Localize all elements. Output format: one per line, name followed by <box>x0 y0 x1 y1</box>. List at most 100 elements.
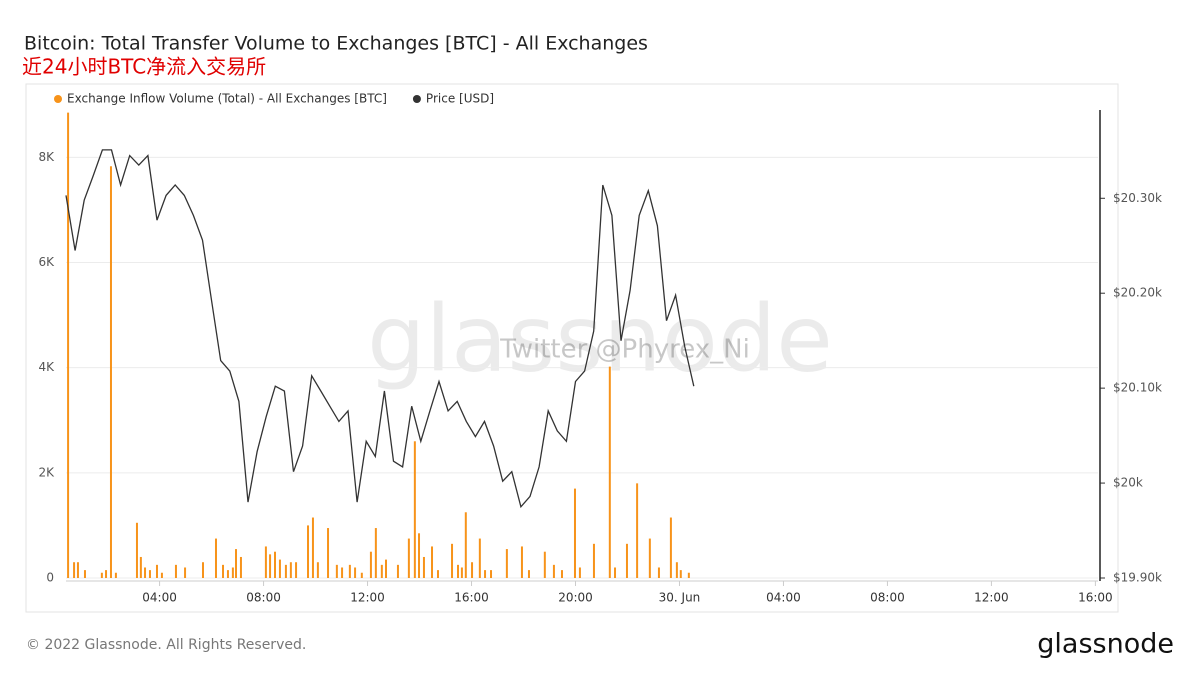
bar <box>269 554 272 578</box>
chart-title: Bitcoin: Total Transfer Volume to Exchan… <box>24 33 648 55</box>
x-tick-label: 04:00 <box>142 591 177 605</box>
y2-tick-label: $19.90k <box>1113 571 1162 585</box>
bar <box>413 441 416 578</box>
bar <box>527 570 530 578</box>
bar <box>520 546 523 578</box>
plot-area: 0 2K 4K 6K 8K $19.90k $20k $20.10k $20.20k $20.30… <box>38 92 1162 605</box>
x-tick-label: 12:00 <box>350 591 385 605</box>
bar <box>231 567 234 578</box>
bar <box>451 543 454 578</box>
bar <box>396 564 399 578</box>
y2-tick-label: $20k <box>1113 476 1143 490</box>
bar <box>83 570 86 578</box>
bar <box>316 562 319 578</box>
y2-tick-label: $20.20k <box>1113 286 1162 300</box>
bar <box>460 567 463 578</box>
bar <box>478 538 481 578</box>
bar <box>369 551 372 578</box>
bar <box>155 564 158 578</box>
bar <box>457 564 460 578</box>
y2-tick-label: $20.10k <box>1113 381 1162 395</box>
x-tick-label: 16:00 <box>1078 591 1113 605</box>
bar <box>625 543 628 578</box>
bar <box>174 564 177 578</box>
bar <box>214 538 217 578</box>
bar <box>67 112 70 578</box>
bar <box>560 570 563 578</box>
bar <box>675 562 678 578</box>
bar <box>657 567 660 578</box>
x-tick-label: 12:00 <box>974 591 1009 605</box>
bar <box>543 551 546 578</box>
bar <box>105 570 108 578</box>
bar <box>148 570 151 578</box>
bar <box>608 366 611 578</box>
bar <box>335 564 338 578</box>
legend-label: Price [USD] <box>426 92 494 106</box>
bar <box>235 549 238 578</box>
bar <box>578 567 581 578</box>
bar <box>552 564 555 578</box>
bar <box>490 570 493 578</box>
bar <box>327 528 330 578</box>
bar <box>687 572 690 578</box>
legend-marker <box>412 95 421 103</box>
x-tick-label: 16:00 <box>454 591 489 605</box>
bar <box>222 564 225 578</box>
bar <box>464 512 467 578</box>
chart-frame <box>25 83 1119 613</box>
bar <box>341 567 344 578</box>
y-tick-label: 8K <box>38 150 55 164</box>
bar <box>289 562 292 578</box>
bar <box>669 517 672 578</box>
footer: © 2022 Glassnode. All Rights Reserved. <box>26 637 306 653</box>
x-tick-label: 08:00 <box>870 591 905 605</box>
bar <box>73 562 76 578</box>
y-tick-label: 4K <box>38 360 55 374</box>
bar <box>311 517 314 578</box>
bar <box>418 533 421 578</box>
x-tick-label: 30. Jun <box>659 591 701 605</box>
bar <box>76 562 79 578</box>
y-tick-label: 6K <box>38 255 55 269</box>
bar <box>471 562 474 578</box>
bar <box>384 559 387 578</box>
bar <box>239 556 242 578</box>
bar <box>144 567 147 578</box>
bar <box>614 567 617 578</box>
bar <box>648 538 651 578</box>
bar <box>573 488 576 578</box>
bar <box>422 556 425 578</box>
bar <box>636 483 639 578</box>
bar <box>226 570 229 578</box>
watermark: glassnode <box>367 285 833 392</box>
bar <box>679 570 682 578</box>
bar <box>431 546 434 578</box>
chart-subtitle: 近24小时BTC净流入交易所 <box>22 55 266 79</box>
y-tick-label: 2K <box>38 465 55 479</box>
bar <box>278 559 281 578</box>
bar <box>273 551 276 578</box>
bar <box>135 522 138 578</box>
bar <box>348 564 351 578</box>
bar <box>380 564 383 578</box>
bar <box>407 538 410 578</box>
bar <box>284 564 287 578</box>
y-tick-label: 0 <box>46 571 54 585</box>
bar <box>184 567 187 578</box>
bar <box>592 543 595 578</box>
bar <box>160 572 163 578</box>
bar <box>360 572 363 578</box>
y2-tick-label: $20.30k <box>1113 191 1162 205</box>
bar <box>109 166 112 578</box>
x-tick-label: 08:00 <box>246 591 281 605</box>
logo: glassnode <box>1037 629 1174 660</box>
bar <box>505 549 508 578</box>
bar <box>484 570 487 578</box>
bar <box>201 562 204 578</box>
bar <box>436 570 439 578</box>
bar <box>114 572 117 578</box>
x-tick-label: 20:00 <box>558 591 593 605</box>
